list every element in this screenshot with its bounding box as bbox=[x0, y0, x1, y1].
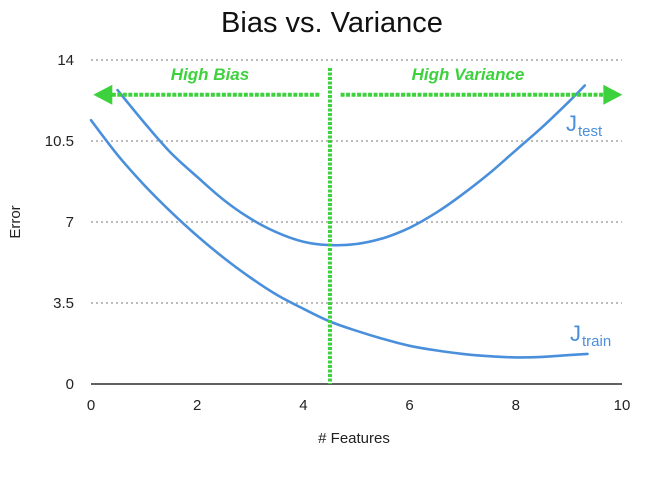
series-lines: Jtest Jtrain bbox=[89, 84, 611, 359]
grid-lines bbox=[91, 59, 622, 304]
y-tick-label: 7 bbox=[66, 214, 74, 231]
x-tick-label: 6 bbox=[405, 397, 413, 414]
y-axis-label: Error bbox=[7, 205, 24, 238]
y-tick-label: 10.5 bbox=[45, 133, 74, 150]
high-bias-arrowhead bbox=[93, 84, 113, 105]
high-variance-arrowhead bbox=[603, 84, 623, 105]
series-label-jtrain: Jtrain bbox=[570, 321, 611, 350]
annotations: High Bias High Variance bbox=[93, 65, 623, 384]
x-tick-label: 8 bbox=[512, 397, 520, 414]
chart-title: Bias vs. Variance bbox=[221, 7, 443, 39]
series-line-jtrain bbox=[89, 118, 589, 359]
x-tick-label: 0 bbox=[87, 397, 95, 414]
x-tick-label: 2 bbox=[193, 397, 201, 414]
x-tick-label: 4 bbox=[299, 397, 307, 414]
y-tick-label: 0 bbox=[66, 376, 74, 393]
high-bias-label: High Bias bbox=[171, 65, 249, 84]
x-tick-label: 10 bbox=[614, 397, 631, 414]
series-label-jtest: Jtest bbox=[566, 111, 603, 140]
x-axis-label: # Features bbox=[318, 430, 390, 447]
high-variance-label: High Variance bbox=[412, 65, 525, 84]
series-line-jtest bbox=[116, 84, 587, 247]
y-tick-label: 14 bbox=[57, 52, 74, 69]
y-tick-label: 3.5 bbox=[53, 295, 74, 312]
tick-labels: 0 3.5 7 10.5 14 0 2 4 6 8 10 bbox=[45, 52, 631, 414]
